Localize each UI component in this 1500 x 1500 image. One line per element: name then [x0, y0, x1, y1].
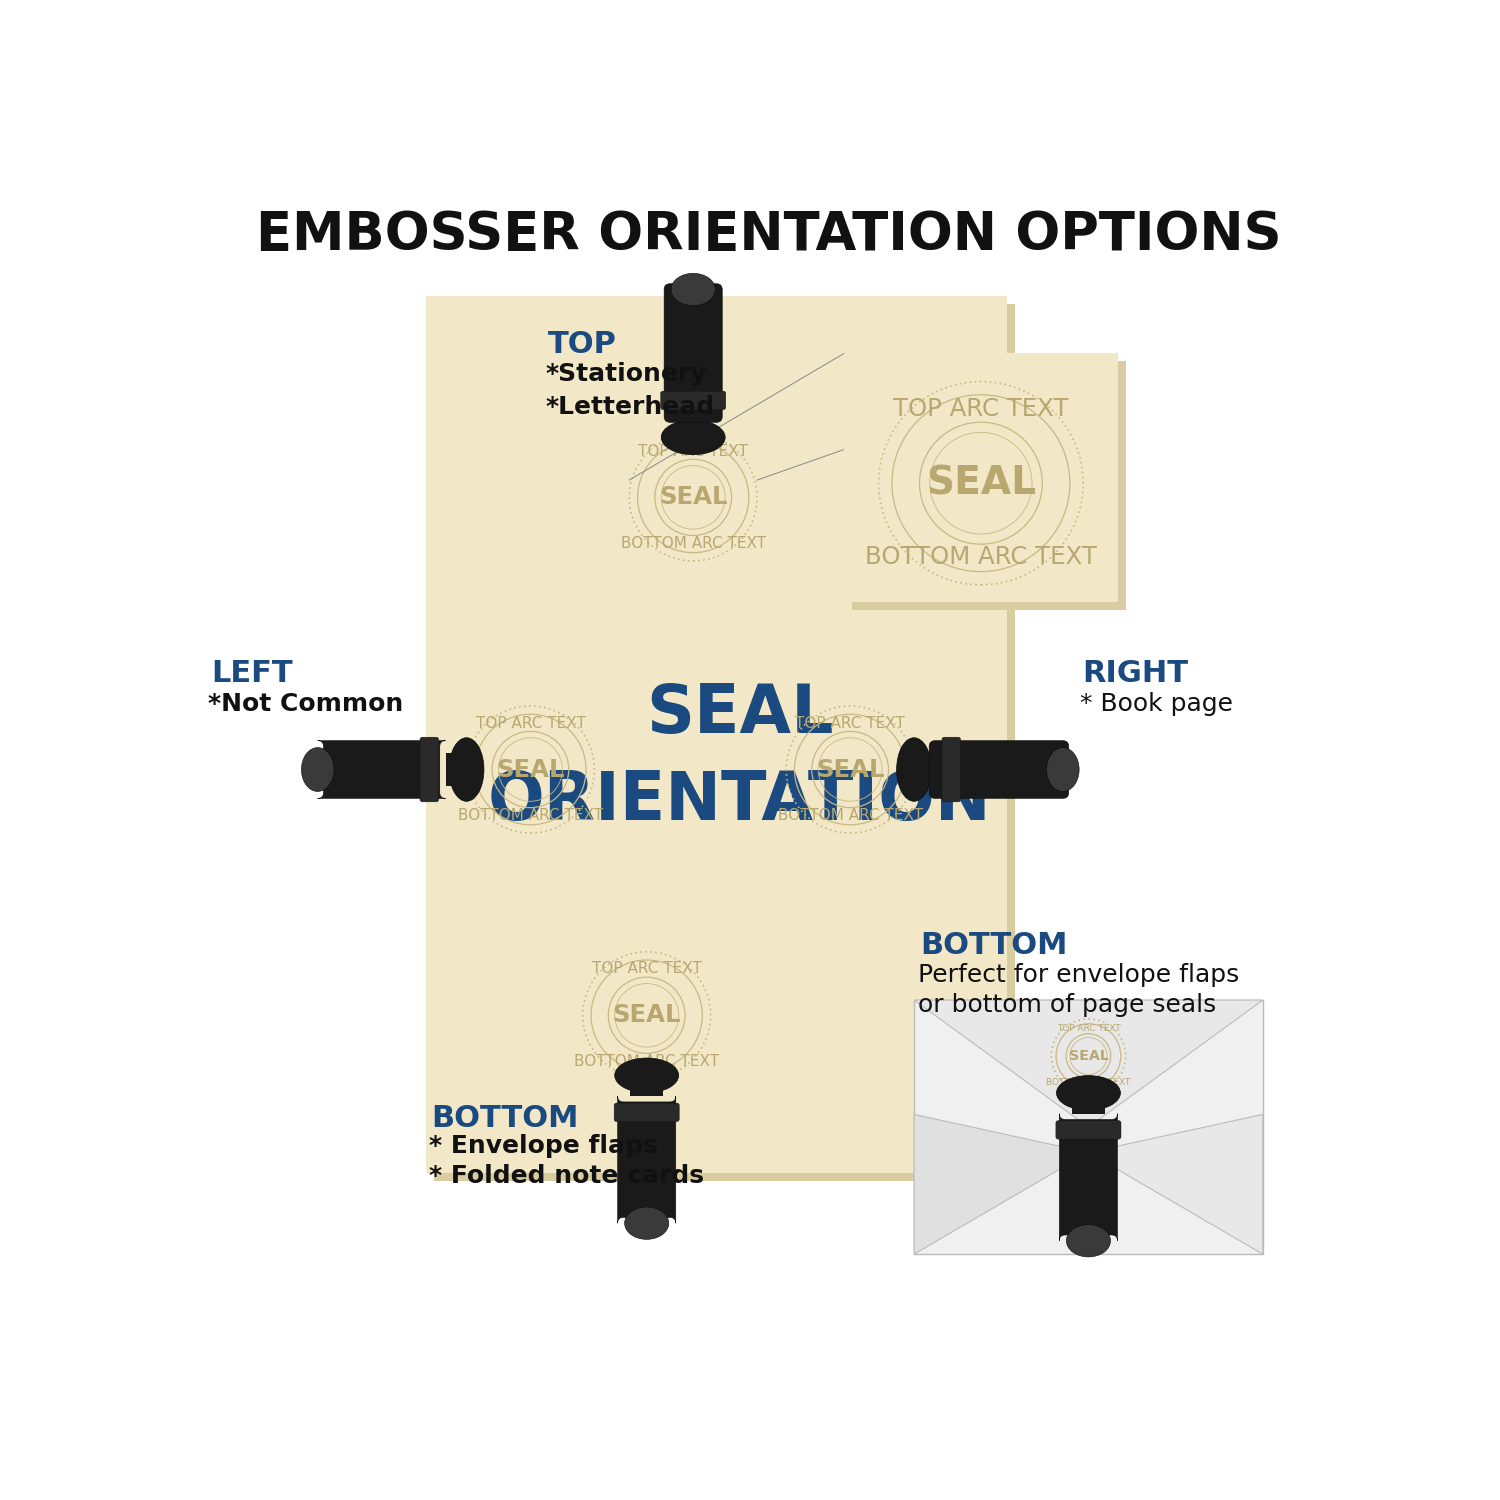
Ellipse shape — [897, 738, 932, 801]
Text: TOP: TOP — [548, 330, 616, 358]
Text: TOP ARC TEXT: TOP ARC TEXT — [1056, 1024, 1120, 1033]
FancyBboxPatch shape — [426, 296, 1006, 1173]
Text: TOP ARC TEXT: TOP ARC TEXT — [476, 716, 585, 730]
FancyBboxPatch shape — [676, 417, 710, 438]
Text: SEAL: SEAL — [646, 681, 834, 747]
Text: BOTTOM ARC TEXT: BOTTOM ARC TEXT — [865, 546, 1096, 570]
Text: * Book page: * Book page — [1080, 692, 1233, 715]
Text: SEAL: SEAL — [926, 464, 1036, 503]
Text: TOP ARC TEXT: TOP ARC TEXT — [591, 962, 702, 976]
Text: * Folded note cards: * Folded note cards — [429, 1164, 705, 1188]
Ellipse shape — [448, 738, 484, 801]
FancyBboxPatch shape — [928, 741, 1068, 798]
FancyBboxPatch shape — [914, 1000, 1263, 1254]
Text: SEAL: SEAL — [496, 758, 564, 782]
Text: BOTTOM ARC TEXT: BOTTOM ARC TEXT — [777, 808, 922, 824]
FancyBboxPatch shape — [618, 1096, 675, 1222]
FancyBboxPatch shape — [614, 1102, 680, 1122]
FancyBboxPatch shape — [914, 753, 934, 786]
Text: *Stationery: *Stationery — [546, 363, 706, 387]
FancyBboxPatch shape — [1056, 1120, 1120, 1138]
FancyBboxPatch shape — [1072, 1094, 1104, 1113]
Ellipse shape — [1056, 1076, 1120, 1110]
Text: BOTTOM: BOTTOM — [920, 930, 1068, 960]
Text: SEAL: SEAL — [1068, 1048, 1108, 1064]
Text: BOTTOM: BOTTOM — [432, 1104, 579, 1132]
Text: TOP ARC TEXT: TOP ARC TEXT — [639, 444, 748, 459]
Text: or bottom of page seals: or bottom of page seals — [918, 993, 1216, 1017]
Text: SEAL: SEAL — [816, 758, 885, 782]
Text: * Envelope flaps: * Envelope flaps — [429, 1134, 658, 1158]
FancyBboxPatch shape — [630, 1076, 663, 1096]
Text: TOP ARC TEXT: TOP ARC TEXT — [892, 398, 1068, 422]
FancyBboxPatch shape — [664, 284, 723, 423]
FancyBboxPatch shape — [844, 354, 1118, 602]
Text: SEAL: SEAL — [612, 1004, 681, 1028]
FancyBboxPatch shape — [1059, 1113, 1118, 1240]
Text: ORIENTATION: ORIENTATION — [488, 768, 992, 834]
FancyBboxPatch shape — [433, 303, 1016, 1182]
Ellipse shape — [662, 420, 724, 454]
Polygon shape — [914, 1000, 1263, 1126]
Text: *Letterhead: *Letterhead — [546, 394, 714, 418]
FancyBboxPatch shape — [318, 741, 446, 798]
Text: TOP ARC TEXT: TOP ARC TEXT — [795, 716, 904, 730]
Text: RIGHT: RIGHT — [1083, 660, 1188, 688]
Text: *Not Common: *Not Common — [209, 692, 404, 715]
FancyBboxPatch shape — [446, 753, 466, 786]
Ellipse shape — [624, 1208, 669, 1239]
FancyBboxPatch shape — [852, 362, 1125, 609]
Text: Perfect for envelope flaps: Perfect for envelope flaps — [918, 963, 1239, 987]
Text: BOTTOM ARC TEXT: BOTTOM ARC TEXT — [1047, 1078, 1131, 1088]
Ellipse shape — [615, 1058, 678, 1092]
Text: EMBOSSER ORIENTATION OPTIONS: EMBOSSER ORIENTATION OPTIONS — [256, 209, 1281, 261]
FancyBboxPatch shape — [420, 736, 438, 802]
FancyBboxPatch shape — [942, 736, 960, 802]
Ellipse shape — [670, 273, 716, 306]
Ellipse shape — [302, 747, 334, 792]
FancyBboxPatch shape — [660, 392, 726, 410]
Polygon shape — [1089, 1114, 1263, 1254]
Ellipse shape — [1066, 1224, 1110, 1257]
Text: BOTTOM ARC TEXT: BOTTOM ARC TEXT — [621, 537, 765, 552]
Text: LEFT: LEFT — [210, 660, 292, 688]
Text: BOTTOM ARC TEXT: BOTTOM ARC TEXT — [574, 1054, 720, 1070]
Text: SEAL: SEAL — [658, 486, 728, 510]
Polygon shape — [914, 1114, 1089, 1254]
Text: BOTTOM ARC TEXT: BOTTOM ARC TEXT — [458, 808, 603, 824]
Ellipse shape — [1047, 747, 1078, 792]
